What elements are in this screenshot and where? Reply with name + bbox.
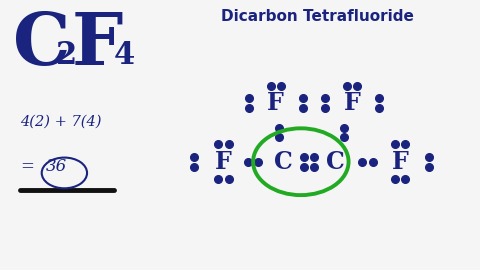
Text: 4: 4	[114, 40, 135, 71]
Text: C: C	[326, 150, 345, 174]
Text: 4(2) + 7(4): 4(2) + 7(4)	[21, 115, 102, 129]
Text: F: F	[72, 9, 123, 80]
Text: 36: 36	[46, 158, 67, 175]
Text: 2: 2	[56, 40, 77, 71]
Text: F: F	[391, 150, 408, 174]
Text: Dicarbon Tetrafluoride: Dicarbon Tetrafluoride	[221, 9, 414, 24]
Text: C: C	[274, 150, 292, 174]
Text: F: F	[267, 91, 284, 115]
Text: F: F	[215, 150, 232, 174]
Text: =: =	[21, 158, 35, 175]
Text: C: C	[13, 9, 71, 80]
Text: F: F	[344, 91, 360, 115]
